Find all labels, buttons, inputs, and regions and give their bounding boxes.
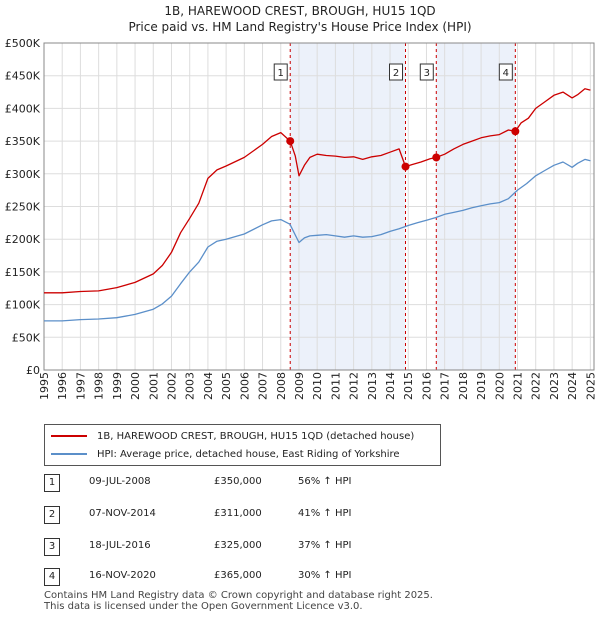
sale-price: £325,000 bbox=[214, 540, 262, 551]
x-tick-label: 2014 bbox=[384, 372, 397, 400]
sale-hpi: 37% ↑ HPI bbox=[298, 540, 352, 551]
legend-item-hpi: HPI: Average price, detached house, East… bbox=[51, 446, 400, 462]
y-tick-label: £100K bbox=[5, 299, 41, 312]
sale-number: 3 bbox=[44, 538, 60, 556]
x-tick-label: 1998 bbox=[93, 372, 106, 400]
x-tick-label: 2002 bbox=[165, 372, 178, 400]
sale-hpi: 30% ↑ HPI bbox=[298, 570, 352, 581]
x-tick-label: 2001 bbox=[147, 372, 160, 400]
x-tick-label: 2006 bbox=[238, 372, 251, 400]
x-tick-label: 2000 bbox=[129, 372, 142, 400]
sale-number: 2 bbox=[44, 506, 60, 524]
sale-price: £365,000 bbox=[214, 570, 262, 581]
property-price-line bbox=[44, 88, 591, 294]
x-tick-label: 2010 bbox=[311, 372, 324, 400]
sale-number-box bbox=[273, 63, 288, 81]
y-tick-label: £300K bbox=[5, 168, 41, 181]
sale-number-box bbox=[498, 63, 513, 81]
sale-point bbox=[286, 137, 295, 146]
x-tick-label: 2004 bbox=[202, 372, 215, 400]
legend-label-property: 1B, HAREWOOD CREST, BROUGH, HU15 1QD (de… bbox=[97, 430, 415, 442]
sale-number-label: 4 bbox=[503, 68, 509, 79]
sale-price: £350,000 bbox=[214, 476, 262, 487]
sale-hpi: 41% ↑ HPI bbox=[298, 508, 352, 519]
x-tick-label: 2009 bbox=[293, 372, 306, 400]
price-chart: £0 £50K £100K £150K £200K £250K £300K £350K £400… bbox=[5, 37, 598, 400]
legend-swatch-hpi bbox=[51, 453, 87, 455]
footer-license: This data is licensed under the Open Gov… bbox=[44, 601, 363, 612]
hpi-line bbox=[44, 158, 591, 322]
y-tick-label: £0 bbox=[26, 364, 40, 377]
x-tick-label: 2023 bbox=[548, 372, 561, 400]
sale-date: 16-NOV-2020 bbox=[89, 570, 156, 581]
y-tick-label: £200K bbox=[5, 233, 41, 246]
x-tick-label: 2022 bbox=[530, 372, 543, 400]
sale-row: 3 18-JUL-2016 £325,000 37% ↑ HPI bbox=[44, 538, 444, 556]
sale-number-label: 1 bbox=[278, 68, 284, 79]
x-tick-label: 1996 bbox=[56, 372, 69, 400]
y-tick-label: £250K bbox=[5, 201, 41, 214]
sale-number: 1 bbox=[44, 474, 60, 492]
plot-frame bbox=[43, 42, 595, 371]
x-tick-label: 2013 bbox=[366, 372, 379, 400]
sale-number-box bbox=[389, 63, 404, 81]
chart-title: 1B, HAREWOOD CREST, BROUGH, HU15 1QD bbox=[164, 4, 436, 18]
x-tick-label: 2003 bbox=[184, 372, 197, 400]
sale-date: 18-JUL-2016 bbox=[89, 540, 151, 551]
x-tick-label: 2005 bbox=[220, 372, 233, 400]
x-tick-label: 2008 bbox=[275, 372, 288, 400]
legend-label-hpi: HPI: Average price, detached house, East… bbox=[97, 448, 400, 460]
x-tick-label: 1999 bbox=[111, 372, 124, 400]
sale-point bbox=[401, 162, 410, 171]
footer: Contains HM Land Registry data © Crown c… bbox=[44, 590, 433, 612]
sale-row: 4 16-NOV-2020 £365,000 30% ↑ HPI bbox=[44, 568, 444, 586]
x-tick-label: 1995 bbox=[38, 372, 51, 400]
x-tick-label: 2019 bbox=[475, 372, 488, 400]
x-tick-label: 2017 bbox=[439, 372, 452, 400]
sale-row: 1 09-JUL-2008 £350,000 56% ↑ HPI bbox=[44, 474, 444, 492]
footer-copyright: Contains HM Land Registry data © Crown c… bbox=[44, 590, 433, 601]
sale-number-label: 2 bbox=[393, 68, 399, 79]
x-tick-label: 2020 bbox=[493, 372, 506, 400]
sale-date: 09-JUL-2008 bbox=[89, 476, 151, 487]
x-tick-label: 2021 bbox=[512, 372, 525, 400]
y-tick-label: £450K bbox=[5, 70, 41, 83]
sale-number-box bbox=[419, 63, 434, 81]
x-tick-label: 2007 bbox=[257, 372, 270, 400]
legend-item-property: 1B, HAREWOOD CREST, BROUGH, HU15 1QD (de… bbox=[51, 428, 414, 444]
y-tick-label: £400K bbox=[5, 102, 41, 115]
sale-hpi: 56% ↑ HPI bbox=[298, 476, 352, 487]
x-tick-label: 1997 bbox=[74, 372, 87, 400]
y-tick-label: £150K bbox=[5, 266, 41, 279]
y-tick-label: £350K bbox=[5, 135, 41, 148]
sale-date: 07-NOV-2014 bbox=[89, 508, 156, 519]
x-tick-label: 2024 bbox=[566, 372, 579, 400]
y-tick-label: £500K bbox=[5, 37, 41, 50]
x-tick-label: 2011 bbox=[329, 372, 342, 400]
sale-number: 4 bbox=[44, 568, 60, 586]
sale-point bbox=[511, 127, 520, 136]
sale-price: £311,000 bbox=[214, 508, 262, 519]
sale-number-label: 3 bbox=[424, 68, 430, 79]
sale-row: 2 07-NOV-2014 £311,000 41% ↑ HPI bbox=[44, 506, 444, 524]
x-tick-label: 2018 bbox=[457, 372, 470, 400]
legend: 1B, HAREWOOD CREST, BROUGH, HU15 1QD (de… bbox=[44, 424, 441, 466]
x-tick-label: 2025 bbox=[584, 372, 597, 400]
chart-subtitle: Price paid vs. HM Land Registry's House … bbox=[128, 20, 472, 34]
x-tick-label: 2016 bbox=[420, 372, 433, 400]
legend-swatch-property bbox=[51, 435, 87, 437]
x-tick-label: 2012 bbox=[348, 372, 361, 400]
x-tick-label: 2015 bbox=[402, 372, 415, 400]
sale-point bbox=[432, 153, 441, 162]
y-tick-label: £50K bbox=[12, 331, 41, 344]
